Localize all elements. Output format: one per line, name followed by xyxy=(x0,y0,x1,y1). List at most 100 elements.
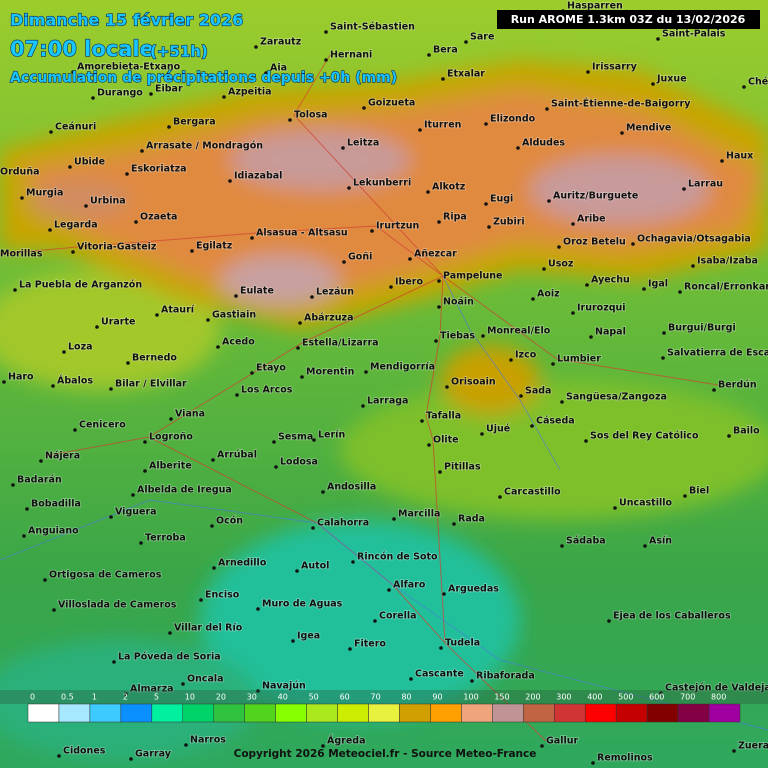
town-dot xyxy=(347,186,351,190)
town-dot xyxy=(129,757,133,761)
town-label: Cidones xyxy=(63,746,106,757)
town-label: Remolinos xyxy=(597,753,653,764)
legend-swatch xyxy=(27,703,60,723)
town-label: Castejón de Valdejasa xyxy=(665,683,768,694)
town-dot xyxy=(324,58,328,62)
town-label: Zarautz xyxy=(260,37,302,48)
legend-label: 800 xyxy=(711,693,726,702)
town-label: Zuera xyxy=(738,741,768,752)
precip-field xyxy=(0,60,768,760)
town-dot xyxy=(678,290,682,294)
town-dot xyxy=(437,220,441,224)
town-dot xyxy=(212,566,216,570)
town-dot xyxy=(742,85,746,89)
town-dot xyxy=(545,107,549,111)
town-dot xyxy=(11,483,15,487)
town-dot xyxy=(143,469,147,473)
town-label: Ejea de los Caballeros xyxy=(613,611,731,622)
legend: 0 0.5 1 2 5 10 20 30 40 50 60 70 80 90 100 150 200 300 400… xyxy=(0,690,768,723)
town-dot xyxy=(68,165,72,169)
town-dot xyxy=(126,361,130,365)
town-label: Igea xyxy=(297,631,320,642)
town-label: Andosilla xyxy=(327,482,376,493)
town-label: Gallur xyxy=(546,736,578,747)
town-dot xyxy=(51,384,55,388)
date: Dimanche 15 février 2026 xyxy=(10,11,243,30)
town-dot xyxy=(49,130,53,134)
town-dot xyxy=(470,679,474,683)
legend-swatch xyxy=(615,703,648,723)
legend-label: 60 xyxy=(340,693,350,702)
legend-label: 100 xyxy=(463,693,478,702)
town-label: Etayo xyxy=(256,363,286,374)
town-dot xyxy=(22,534,26,538)
copyright: Copyright 2026 Meteociel.fr - Source Met… xyxy=(234,748,537,760)
town-dot xyxy=(691,264,695,268)
town-label: Ribaforada xyxy=(476,671,535,682)
town-label: Logroño xyxy=(149,432,193,443)
legend-swatch xyxy=(275,703,307,723)
town-label: Zubiri xyxy=(493,217,525,228)
town-dot xyxy=(682,187,686,191)
legend-label: 20 xyxy=(216,693,226,702)
town-label: Estella/Lizarra xyxy=(302,338,379,349)
town-dot xyxy=(228,179,232,183)
town-dot xyxy=(427,53,431,57)
town-label: Garray xyxy=(135,749,172,760)
town-label: Viguera xyxy=(115,507,157,518)
legend-label: 70 xyxy=(371,693,381,702)
town-label: Amorebieta-Etxano xyxy=(77,62,181,73)
town-label: Aoiz xyxy=(537,289,560,300)
town-label: Alberite xyxy=(149,461,192,472)
town-dot xyxy=(274,465,278,469)
town-dot xyxy=(348,647,352,651)
town-dot xyxy=(589,335,593,339)
legend-swatch xyxy=(430,703,462,723)
town-dot xyxy=(250,236,254,240)
town-label: Lodosa xyxy=(280,457,318,468)
legend-label: 80 xyxy=(401,693,411,702)
town-dot xyxy=(131,493,135,497)
town-dot xyxy=(586,70,590,74)
town-label: Ortigosa de Cameros xyxy=(49,570,162,581)
town-dot xyxy=(298,321,302,325)
town-dot xyxy=(426,190,430,194)
town-dot xyxy=(149,92,153,96)
town-label: Tolosa xyxy=(294,110,328,121)
town-label: Cenicero xyxy=(79,420,126,431)
town-dot xyxy=(361,404,365,408)
legend-label: 600 xyxy=(649,693,664,702)
town-label: Sesma xyxy=(278,432,313,443)
town-dot xyxy=(43,578,47,582)
town-label: Gastiain xyxy=(212,310,256,321)
town-label: Viana xyxy=(175,409,205,420)
town-label: Saint-Palais xyxy=(662,29,726,40)
town-dot xyxy=(341,146,345,150)
town-label: Bilar / Elvillar xyxy=(115,379,187,390)
run-box xyxy=(497,10,760,29)
town-label: Irissarry xyxy=(592,62,638,73)
town-label: Legarda xyxy=(54,220,98,231)
town-label: Ozaeta xyxy=(140,212,177,223)
town-dot xyxy=(25,507,29,511)
town-label: La Puebla de Arganzón xyxy=(19,280,142,291)
town-dot xyxy=(235,393,239,397)
legend-swatch xyxy=(151,703,184,723)
town-dot xyxy=(264,71,268,75)
legend-bar xyxy=(0,690,768,704)
town-label: Idiazabal xyxy=(234,171,282,182)
town-dot xyxy=(295,569,299,573)
town-label: Cáseda xyxy=(536,416,575,427)
town-label: Bernedo xyxy=(132,353,177,364)
town-dot xyxy=(216,345,220,349)
town-dot xyxy=(481,334,485,338)
rivers xyxy=(0,275,768,731)
town-dot xyxy=(571,222,575,226)
town-label: Ripa xyxy=(443,212,467,223)
town-dot xyxy=(169,417,173,421)
town-label: Arguedas xyxy=(448,584,499,595)
town-label: Eskoriatza xyxy=(131,164,187,175)
town-label: Tudela xyxy=(445,638,480,649)
legend-label: 40 xyxy=(278,693,288,702)
town-dot xyxy=(441,77,445,81)
